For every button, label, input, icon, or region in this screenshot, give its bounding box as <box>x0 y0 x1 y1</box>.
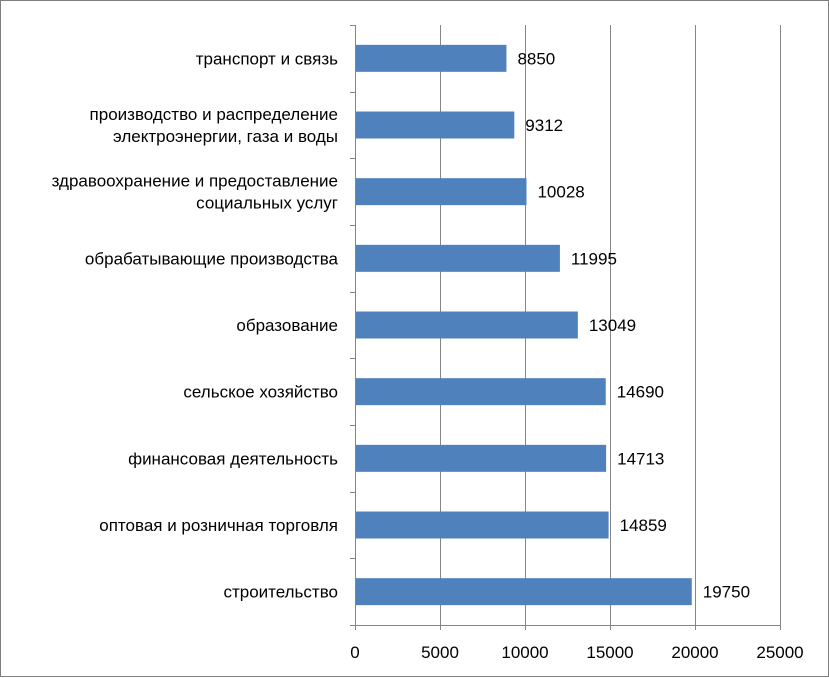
category-label: образование <box>236 316 338 335</box>
x-tick-label: 25000 <box>756 643 803 662</box>
category-label: здравоохранение и предоставление социальн… <box>52 172 338 213</box>
x-tick-label: 0 <box>350 643 359 662</box>
category-label: финансовая деятельность <box>128 449 338 468</box>
bar <box>356 444 607 472</box>
category-label: оптовая и розничная торговля <box>99 516 338 535</box>
category-label: строительство <box>223 583 338 602</box>
data-label: 11995 <box>571 249 617 268</box>
data-label: 10028 <box>537 183 584 202</box>
data-label: 14690 <box>617 383 664 402</box>
data-label: 19750 <box>703 583 750 602</box>
bar <box>356 178 527 206</box>
bar <box>356 111 515 139</box>
data-label: 14859 <box>620 516 667 535</box>
bar <box>356 578 692 606</box>
category-label: производство и распределение электроэнерг… <box>90 105 338 146</box>
bar <box>356 311 578 339</box>
category-label: транспорт и связь <box>196 49 338 68</box>
data-label: 8850 <box>517 49 555 68</box>
category-label: сельское хозяйство <box>183 383 338 402</box>
bar <box>356 511 609 539</box>
category-label: обрабатывающие производства <box>85 249 339 268</box>
data-label: 13049 <box>589 316 636 335</box>
bar <box>356 378 606 406</box>
x-tick-label: 20000 <box>671 643 718 662</box>
bar <box>356 44 507 72</box>
x-tick-label: 5000 <box>421 643 459 662</box>
data-label: 14713 <box>617 449 664 468</box>
data-label: 9312 <box>525 116 563 135</box>
x-tick-label: 10000 <box>501 643 548 662</box>
bar <box>356 244 560 272</box>
x-tick-label: 15000 <box>586 643 633 662</box>
